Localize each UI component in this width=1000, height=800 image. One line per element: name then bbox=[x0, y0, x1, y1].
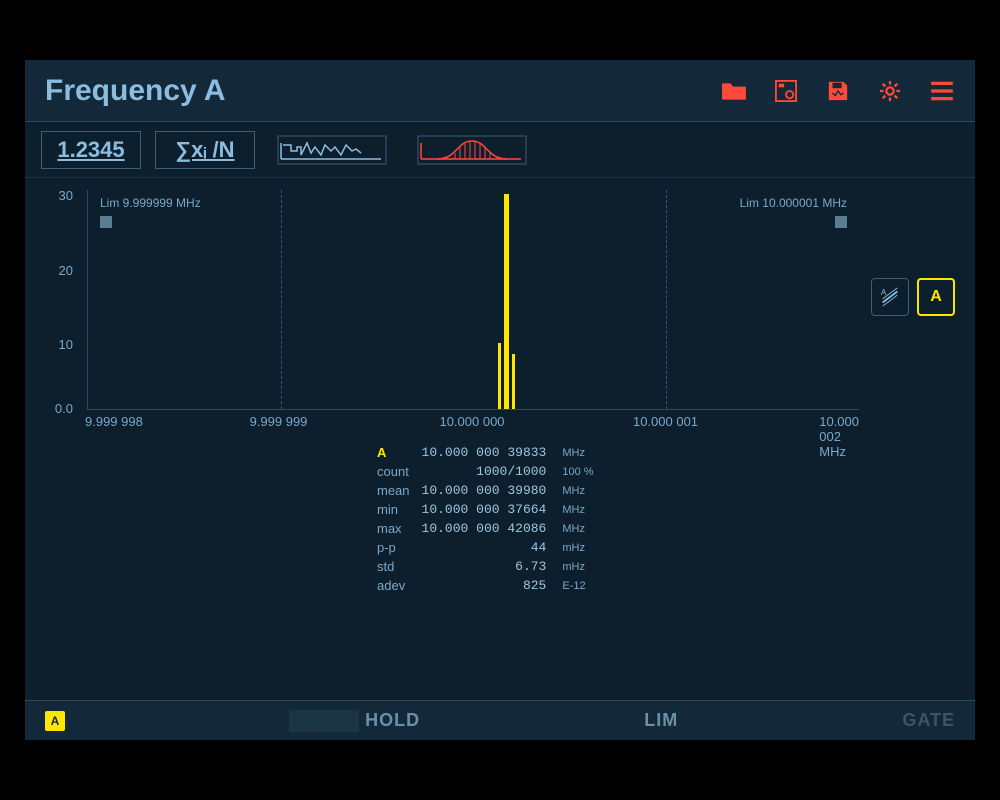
limit-left-marker bbox=[100, 216, 112, 228]
folder-icon[interactable] bbox=[721, 80, 747, 102]
gate-button[interactable]: GATE bbox=[902, 710, 955, 731]
limit-right-marker bbox=[835, 216, 847, 228]
y-tick: 10 bbox=[59, 337, 73, 352]
gear-icon[interactable] bbox=[877, 80, 903, 102]
stats-row: max10.000 000 42086MHz bbox=[377, 520, 604, 537]
stats-row: adev825E-12 bbox=[377, 577, 604, 594]
x-tick: 10.000 000 bbox=[439, 414, 504, 429]
autoscale-button[interactable]: A bbox=[871, 278, 909, 316]
hold-button[interactable]: HOLD bbox=[365, 710, 420, 731]
histogram-peak bbox=[504, 194, 509, 409]
y-tick: 0.0 bbox=[55, 401, 73, 416]
footer-bar: A HOLD LIM GATE bbox=[25, 700, 975, 740]
page-title: Frequency A bbox=[45, 74, 721, 108]
histogram-peak bbox=[512, 354, 515, 409]
header-icons bbox=[721, 80, 955, 102]
x-tick: 10.000 002 MHz bbox=[819, 414, 859, 459]
stats-row: count1000/1000100 % bbox=[377, 463, 604, 480]
limit-left-label: Lim 9.999999 MHz bbox=[100, 196, 201, 210]
grid-line bbox=[666, 190, 667, 409]
header-bar: Frequency A bbox=[25, 60, 975, 122]
limit-button[interactable]: LIM bbox=[644, 710, 678, 731]
menu-icon[interactable] bbox=[929, 80, 955, 102]
instrument-frame: Frequency A 1.2345 ∑xᵢ /N bbox=[25, 60, 975, 740]
mode-toolbar: 1.2345 ∑xᵢ /N bbox=[25, 122, 975, 178]
histogram-mode-button[interactable] bbox=[409, 131, 535, 169]
limit-right-label: Lim 10.000001 MHz bbox=[740, 196, 847, 210]
save-icon[interactable] bbox=[825, 80, 851, 102]
x-axis: 9.999 998 9.999 999 10.000 000 10.000 00… bbox=[85, 414, 859, 434]
config-panel-icon[interactable] bbox=[773, 80, 799, 102]
stats-row: min10.000 000 37664MHz bbox=[377, 501, 604, 518]
histogram-peak bbox=[498, 343, 501, 409]
y-tick: 30 bbox=[59, 188, 73, 203]
x-tick: 10.000 001 bbox=[633, 414, 698, 429]
channel-badge[interactable]: A bbox=[45, 711, 65, 731]
main-area: 30 20 10 0.0 Lim 9.999999 MHz Lim 10.000… bbox=[25, 178, 975, 700]
numeric-mode-button[interactable]: 1.2345 bbox=[41, 131, 141, 169]
channel-a-button[interactable]: A bbox=[917, 278, 955, 316]
stats-row: p-p44mHz bbox=[377, 539, 604, 556]
stats-row: std6.73mHz bbox=[377, 558, 604, 575]
stats-row: A10.000 000 39833MHz bbox=[377, 444, 604, 461]
grid-line bbox=[281, 190, 282, 409]
stats-row: mean10.000 000 39980MHz bbox=[377, 482, 604, 499]
x-tick: 9.999 998 bbox=[85, 414, 143, 429]
y-axis: 30 20 10 0.0 bbox=[35, 190, 79, 410]
hold-indicator bbox=[289, 710, 359, 732]
average-mode-button[interactable]: ∑xᵢ /N bbox=[155, 131, 255, 169]
side-buttons: A A bbox=[871, 278, 955, 316]
x-tick: 9.999 999 bbox=[250, 414, 308, 429]
timeseries-mode-button[interactable] bbox=[269, 131, 395, 169]
y-tick: 20 bbox=[59, 263, 73, 278]
histogram-chart[interactable]: Lim 9.999999 MHz Lim 10.000001 MHz bbox=[87, 190, 859, 410]
stats-table: A10.000 000 39833MHz count1000/1000100 % m… bbox=[375, 442, 606, 596]
